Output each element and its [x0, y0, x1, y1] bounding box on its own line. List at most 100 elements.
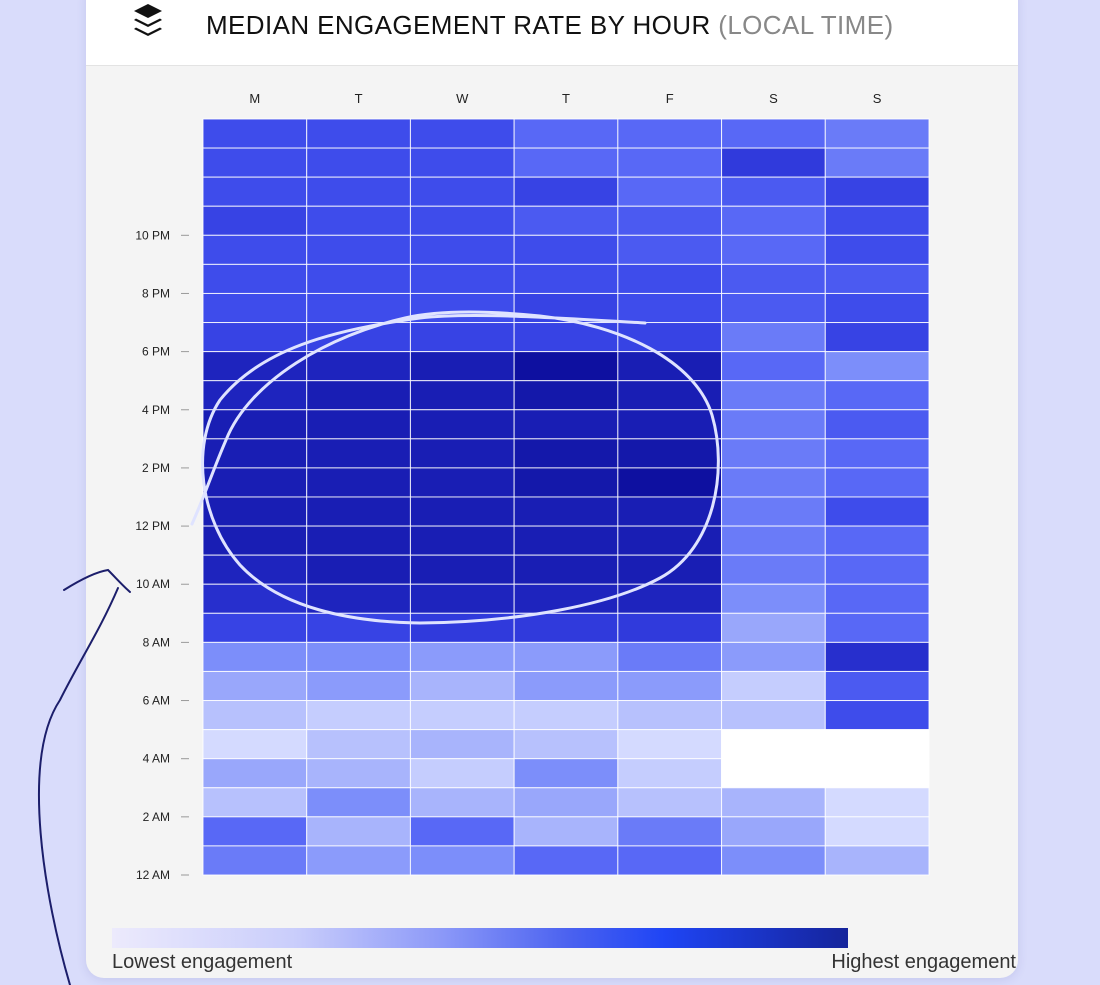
heatmap-cell: [721, 409, 826, 440]
heatmap-cell: [202, 234, 308, 265]
heatmap-cell: [409, 409, 515, 440]
heatmap-cell: [306, 700, 411, 731]
heatmap-cell: [409, 583, 515, 614]
heatmap-cell: [824, 554, 930, 585]
heatmap-cell: [721, 845, 826, 876]
heatmap-cell: [824, 263, 930, 294]
heatmap-cell: [824, 205, 930, 236]
heatmap-cell: [409, 351, 515, 382]
heatmap-cell: [617, 525, 723, 556]
heatmap-cell: [202, 583, 308, 614]
heatmap-cell: [824, 438, 930, 469]
heatmap-cell: [409, 147, 515, 178]
heatmap-cell: [202, 787, 308, 818]
heatmap-cell: [513, 525, 619, 556]
heatmap-cell: [306, 583, 411, 614]
heatmap-cell: [409, 845, 515, 876]
heatmap-cell: [824, 118, 930, 149]
heatmap-cell: [306, 438, 411, 469]
heatmap-cell: [721, 554, 826, 585]
heatmap-cell: [721, 147, 826, 178]
heatmap-cell: [513, 147, 619, 178]
heatmap-cell: [824, 845, 930, 876]
heatmap-cell: [202, 612, 308, 643]
heatmap-cell: [824, 409, 930, 440]
heatmap-cell: [306, 641, 411, 672]
heatmap-cell: [617, 438, 723, 469]
x-axis-day-label: M: [249, 91, 260, 106]
legend-low-label: Lowest engagement: [112, 951, 293, 973]
heatmap-cell: [617, 292, 723, 324]
x-axis-day-label: W: [456, 91, 469, 106]
card-header: MEDIAN ENGAGEMENT RATE BY HOUR (LOCAL TI…: [86, 0, 1018, 66]
heatmap-cell: [202, 351, 308, 382]
heatmap-cell: [721, 234, 826, 265]
heatmap-cell: [306, 670, 411, 702]
heatmap-cell: [513, 380, 619, 411]
heatmap-cell: [617, 845, 723, 876]
heatmap-cell: [617, 729, 723, 760]
heatmap-cell: [617, 496, 723, 527]
heatmap-cell: [202, 322, 308, 353]
heatmap-cell: [513, 409, 619, 440]
heatmap-cell: [617, 409, 723, 440]
heatmap-cell: [721, 322, 826, 353]
heatmap-cell: [409, 729, 515, 760]
heatmap-cell: [409, 641, 515, 672]
heatmap-cell: [306, 118, 411, 149]
heatmap-cell: [306, 816, 411, 847]
heatmap-cell: [617, 147, 723, 178]
heatmap-cell: [617, 554, 723, 585]
heatmap-cell: [306, 380, 411, 411]
heatmap-cell: [409, 205, 515, 236]
heatmap-cell: [306, 263, 411, 294]
heatmap-cell: [721, 758, 826, 789]
heatmap-cell: [202, 670, 308, 702]
heatmap-cell: [824, 176, 930, 207]
heatmap-cell: [721, 292, 826, 324]
heatmap-cell: [202, 816, 308, 847]
heatmap-cell: [617, 612, 723, 643]
heatmap-cell: [721, 670, 826, 702]
heatmap-cell: [513, 292, 619, 324]
heatmap-cell: [617, 176, 723, 207]
heatmap-cell: [721, 641, 826, 672]
chart-title: MEDIAN ENGAGEMENT RATE BY HOUR (LOCAL TI…: [206, 10, 894, 41]
heatmap-cell: [617, 380, 723, 411]
heatmap-cell: [721, 583, 826, 614]
heatmap-cell: [824, 234, 930, 265]
heatmap-cell: [409, 176, 515, 207]
heatmap-cell: [306, 351, 411, 382]
heatmap-cell: [513, 554, 619, 585]
y-axis-tick-label: 4 AM: [143, 752, 170, 766]
heatmap-cell: [409, 322, 515, 353]
heatmap-cell: [202, 845, 308, 876]
heatmap-cell: [409, 758, 515, 789]
y-axis-tick-label: 10 AM: [136, 577, 170, 591]
heatmap-cell: [513, 670, 619, 702]
heatmap-cell: [409, 292, 515, 324]
heatmap-cell: [824, 612, 930, 643]
heatmap-cell: [306, 205, 411, 236]
legend-gradient-bar: [112, 928, 848, 948]
x-axis-day-label: S: [769, 91, 778, 106]
heatmap-cell: [409, 234, 515, 265]
y-axis-tick-label: 2 PM: [142, 461, 170, 475]
heatmap-cell: [202, 176, 308, 207]
heatmap-cell: [721, 176, 826, 207]
heatmap-cell: [202, 118, 308, 149]
heatmap-cell: [721, 467, 826, 498]
heatmap-cell: [202, 554, 308, 585]
heatmap-cell: [721, 496, 826, 527]
heatmap-cell: [409, 118, 515, 149]
heatmap-cell: [202, 467, 308, 498]
heatmap-cell: [513, 438, 619, 469]
x-axis-day-label: T: [355, 91, 363, 106]
heatmap-cell: [306, 496, 411, 527]
heatmap-cell: [617, 758, 723, 789]
heatmap-cell: [721, 438, 826, 469]
heatmap-cell: [721, 263, 826, 294]
heatmap-cell: [824, 351, 930, 382]
heatmap-cell: [513, 496, 619, 527]
